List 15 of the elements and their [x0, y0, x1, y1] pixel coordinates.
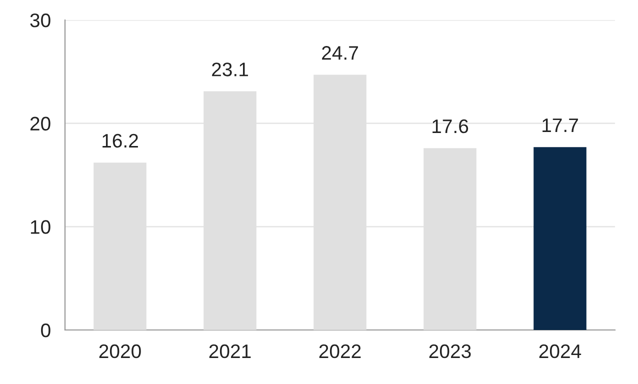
x-tick-label: 2020: [99, 344, 141, 358]
x-tick-label: 2024: [539, 344, 582, 358]
y-tick-label: 20: [30, 116, 50, 131]
data-label: 17.6: [432, 119, 468, 134]
x-tick-label: 2022: [319, 344, 361, 358]
y-tick-label: 0: [41, 323, 50, 338]
data-label: 24.7: [322, 46, 358, 60]
bar: [534, 147, 586, 330]
data-label: 17.7: [542, 118, 578, 132]
y-tick-label: 30: [30, 13, 50, 28]
x-tick-label: 2023: [429, 344, 471, 358]
y-tick-label: 10: [30, 220, 50, 234]
x-tick-label: 2021: [209, 344, 251, 358]
data-label: 16.2: [102, 134, 138, 148]
data-label: 23.1: [212, 62, 248, 76]
